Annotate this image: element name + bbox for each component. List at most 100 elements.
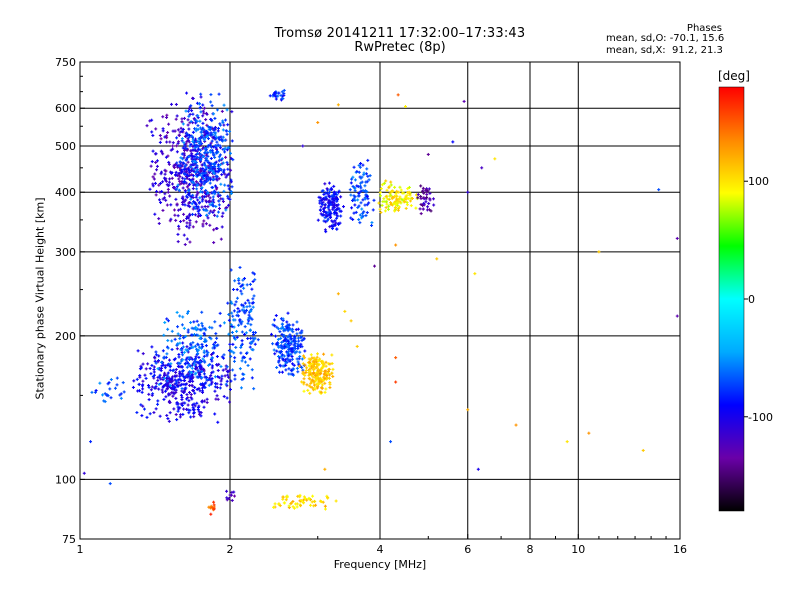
data-point bbox=[176, 405, 180, 409]
data-point bbox=[213, 340, 217, 344]
data-point bbox=[218, 167, 222, 171]
data-point bbox=[214, 137, 218, 141]
data-point bbox=[155, 164, 159, 168]
data-point bbox=[191, 148, 195, 152]
data-point bbox=[361, 214, 365, 218]
data-point bbox=[226, 194, 230, 198]
data-point bbox=[175, 114, 179, 118]
data-point bbox=[220, 374, 224, 378]
data-point bbox=[335, 208, 339, 212]
data-point bbox=[189, 104, 193, 108]
data-point bbox=[323, 203, 327, 207]
data-point bbox=[196, 114, 200, 118]
data-point bbox=[203, 385, 207, 389]
data-point bbox=[296, 336, 300, 340]
data-point bbox=[451, 140, 455, 144]
data-point bbox=[142, 407, 146, 411]
data-point bbox=[324, 220, 328, 224]
data-point bbox=[168, 177, 172, 181]
data-point bbox=[289, 349, 293, 353]
data-point bbox=[145, 124, 149, 128]
data-point bbox=[493, 157, 497, 161]
data-point bbox=[157, 198, 161, 202]
data-point bbox=[215, 214, 219, 218]
data-point bbox=[364, 193, 368, 197]
data-point bbox=[324, 191, 328, 195]
data-point bbox=[152, 365, 156, 369]
data-point bbox=[183, 153, 187, 157]
data-point bbox=[205, 378, 209, 382]
data-point bbox=[179, 171, 183, 175]
data-point bbox=[159, 181, 163, 185]
data-point bbox=[185, 374, 189, 378]
data-point bbox=[198, 102, 202, 106]
data-point bbox=[213, 184, 217, 188]
data-point bbox=[201, 136, 205, 140]
data-point bbox=[225, 379, 229, 383]
data-point bbox=[184, 334, 188, 338]
data-point bbox=[274, 97, 278, 101]
y-tick-label: 200 bbox=[55, 330, 76, 343]
data-point bbox=[159, 369, 163, 373]
data-point bbox=[246, 363, 250, 367]
data-point bbox=[282, 88, 286, 92]
data-point bbox=[323, 216, 327, 220]
data-point bbox=[141, 404, 145, 408]
data-point bbox=[327, 199, 331, 203]
data-point bbox=[175, 379, 179, 383]
data-point bbox=[291, 330, 295, 334]
data-point bbox=[224, 208, 228, 212]
data-point bbox=[252, 333, 256, 337]
data-point bbox=[243, 276, 247, 280]
data-point bbox=[641, 448, 645, 452]
data-point bbox=[174, 413, 178, 417]
data-point bbox=[165, 387, 169, 391]
data-point bbox=[182, 376, 186, 380]
data-point bbox=[239, 351, 243, 355]
data-point bbox=[222, 353, 226, 357]
data-point bbox=[219, 382, 223, 386]
data-point bbox=[183, 172, 187, 176]
data-point bbox=[176, 240, 180, 244]
data-point bbox=[363, 203, 367, 207]
data-point bbox=[205, 134, 209, 138]
data-point bbox=[272, 92, 276, 96]
data-point bbox=[213, 375, 217, 379]
data-point bbox=[358, 213, 362, 217]
data-point bbox=[381, 200, 385, 204]
data-point bbox=[201, 389, 205, 393]
data-point bbox=[183, 379, 187, 383]
data-point bbox=[366, 158, 370, 162]
data-point bbox=[308, 391, 312, 395]
data-point bbox=[140, 366, 144, 370]
data-point bbox=[404, 206, 408, 210]
data-point bbox=[302, 337, 306, 341]
data-point bbox=[248, 357, 252, 361]
data-point bbox=[324, 230, 328, 234]
data-point bbox=[202, 354, 206, 358]
data-point bbox=[284, 498, 288, 502]
data-point bbox=[167, 162, 171, 166]
data-point bbox=[202, 173, 206, 177]
data-point bbox=[190, 384, 194, 388]
data-point bbox=[188, 364, 192, 368]
data-point bbox=[199, 414, 203, 418]
data-point bbox=[155, 159, 159, 163]
data-point bbox=[108, 387, 112, 391]
data-point bbox=[192, 363, 196, 367]
data-point bbox=[295, 320, 299, 324]
data-point bbox=[228, 368, 232, 372]
data-point bbox=[316, 121, 320, 125]
data-point bbox=[298, 350, 302, 354]
data-point bbox=[181, 345, 185, 349]
data-point bbox=[177, 227, 181, 231]
data-point bbox=[328, 201, 332, 205]
y-tick-label: 750 bbox=[55, 56, 76, 69]
data-point bbox=[192, 402, 196, 406]
data-point bbox=[182, 212, 186, 216]
data-point bbox=[199, 110, 203, 114]
data-point bbox=[176, 342, 180, 346]
data-point bbox=[331, 367, 335, 371]
data-point bbox=[178, 341, 182, 345]
data-point bbox=[147, 392, 151, 396]
